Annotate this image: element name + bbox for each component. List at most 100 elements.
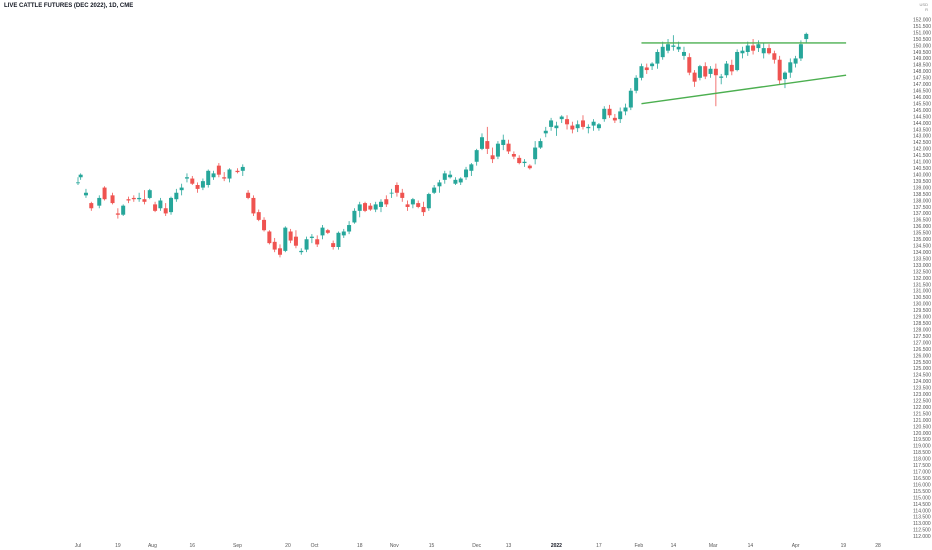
candle-body — [126, 199, 131, 201]
candle-body — [325, 230, 330, 233]
price-tick-label: 130.000 — [913, 302, 931, 308]
time-tick-label: 16 — [190, 543, 196, 549]
candle-body — [618, 111, 623, 120]
currency-text: USD — [919, 2, 928, 7]
price-tick-label: 137.000 — [913, 211, 931, 217]
price-tick-label: 140.500 — [913, 166, 931, 172]
candle-body — [131, 197, 136, 200]
price-tick-label: 150.500 — [913, 37, 931, 43]
candle-body — [222, 177, 227, 179]
candle-body — [495, 143, 500, 157]
price-tick-label: 138.500 — [913, 192, 931, 198]
time-axis[interactable]: Jul 19 Aug 16 Sep 20 Oct 18 Nov 15 Dec 13 2022 17 Feb 1… — [75, 543, 881, 549]
candle-body — [676, 46, 681, 50]
candle-body — [650, 63, 655, 67]
candle-body — [501, 139, 506, 145]
price-tick-label: 126.000 — [913, 353, 931, 359]
candle-body — [421, 206, 426, 213]
price-tick-label: 134.500 — [913, 244, 931, 250]
candle-body — [163, 208, 168, 214]
price-tick-label: 123.000 — [913, 392, 931, 398]
time-tick-label: 14 — [748, 543, 754, 549]
candle-body — [596, 124, 601, 129]
price-tick-label: 114.000 — [913, 508, 931, 514]
candle-body — [89, 203, 94, 209]
price-tick-label: 116.500 — [913, 476, 931, 482]
candle-body — [174, 192, 179, 200]
candle-body — [331, 243, 336, 248]
price-tick-label: 127.500 — [913, 334, 931, 340]
candle-body — [634, 77, 639, 91]
price-tick-label: 142.500 — [913, 140, 931, 146]
price-tick-label: 122.000 — [913, 405, 931, 411]
price-tick-label: 144.500 — [913, 114, 931, 120]
candle-body — [235, 170, 240, 173]
price-tick-label: 141.000 — [913, 160, 931, 166]
candle-body — [511, 154, 516, 157]
candle-body — [384, 199, 389, 205]
price-tick-label: 125.500 — [913, 360, 931, 366]
candle-body — [527, 165, 532, 169]
candle-body — [671, 45, 676, 47]
price-tick-label: 142.000 — [913, 147, 931, 153]
candle-body — [565, 119, 570, 125]
candle-body — [299, 250, 304, 253]
price-tick-label: 145.000 — [913, 108, 931, 114]
price-tick-label: 151.500 — [913, 24, 931, 30]
candle-body — [426, 194, 431, 209]
price-tick-label: 136.000 — [913, 224, 931, 230]
candle-body — [363, 203, 368, 211]
time-tick-label: 20 — [285, 543, 291, 549]
currency-label: USD R — [920, 2, 928, 12]
candle-body — [169, 197, 174, 213]
price-tick-label: 119.000 — [913, 444, 931, 450]
price-tick-label: 119.500 — [913, 437, 931, 443]
candle-body — [485, 141, 490, 149]
price-tick-label: 152.000 — [913, 17, 931, 23]
candle-body — [142, 199, 147, 202]
scale-text: R — [925, 7, 928, 12]
candle-body — [442, 173, 447, 180]
support-trendline[interactable] — [641, 74, 847, 105]
price-tick-label: 143.500 — [913, 127, 931, 133]
candle-body — [110, 195, 115, 204]
candle-body — [458, 178, 463, 183]
candle-body — [378, 201, 383, 207]
candle-body — [788, 62, 793, 73]
candle-body — [666, 44, 671, 51]
candle-body — [554, 125, 559, 129]
price-tick-label: 125.000 — [913, 366, 931, 372]
candle-body — [115, 213, 120, 215]
price-tick-label: 117.000 — [913, 470, 931, 476]
price-tick-label: 129.500 — [913, 308, 931, 314]
candle-body — [293, 236, 298, 246]
time-tick-label: 2022 — [551, 543, 562, 549]
candle-body — [517, 157, 522, 164]
price-tick-label: 148.500 — [913, 63, 931, 69]
price-axis[interactable]: 152.000151.500151.000150.500150.000149.5… — [913, 17, 931, 540]
candle-body — [549, 120, 554, 127]
price-tick-label: 139.500 — [913, 179, 931, 185]
time-tick-label: Aug — [148, 543, 157, 549]
candle-body — [687, 57, 692, 73]
candle-body — [97, 197, 102, 206]
candle-body — [283, 227, 288, 251]
candle-body — [76, 182, 80, 184]
time-tick-label: 15 — [429, 543, 435, 549]
candle-body — [761, 48, 766, 54]
candle-body — [153, 204, 158, 211]
price-tick-label: 137.500 — [913, 205, 931, 211]
price-tick-label: 120.500 — [913, 424, 931, 430]
candle-body — [206, 170, 211, 186]
time-tick-label: 28 — [875, 543, 881, 549]
candle-body — [628, 90, 633, 108]
candle-body — [137, 197, 142, 200]
time-tick-label: 19 — [115, 543, 121, 549]
price-tick-label: 147.000 — [913, 82, 931, 88]
price-tick-label: 118.500 — [913, 450, 931, 456]
candle-body — [195, 185, 200, 189]
candle-body — [405, 204, 410, 207]
candle-body — [357, 204, 362, 211]
price-tick-label: 120.000 — [913, 431, 931, 437]
